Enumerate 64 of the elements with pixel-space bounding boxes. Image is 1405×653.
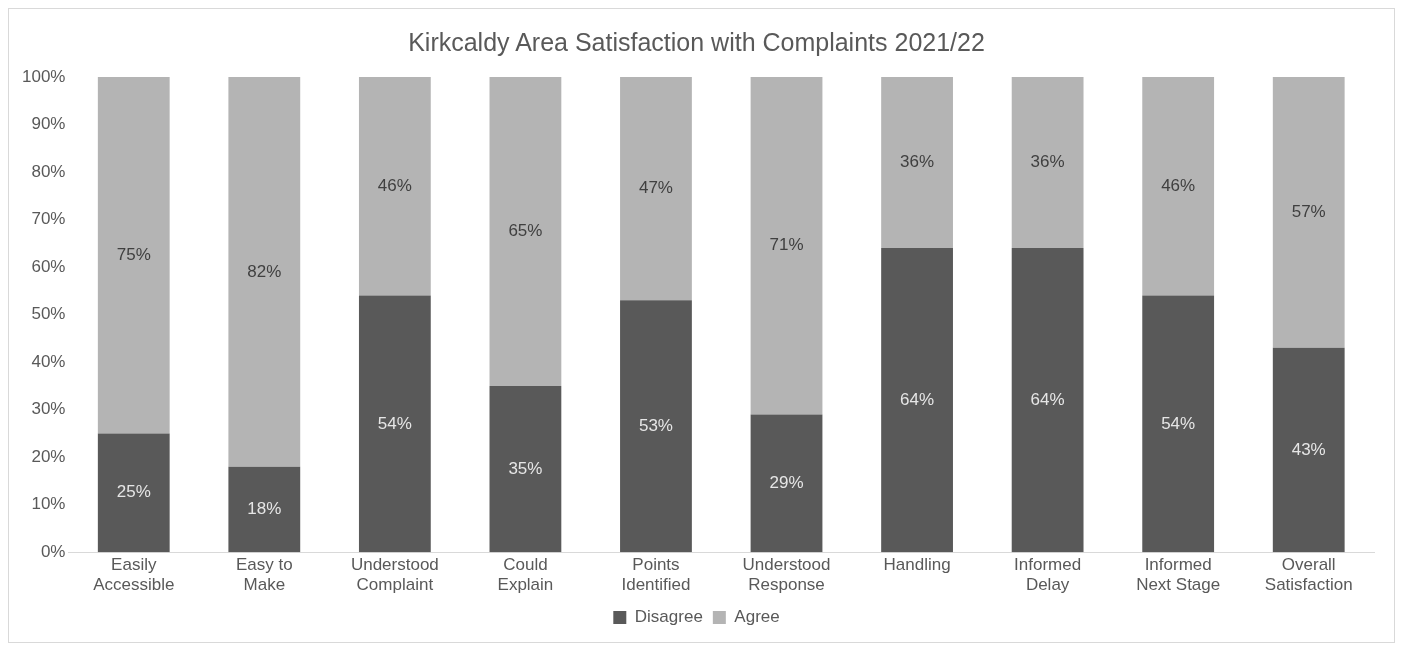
data-label: 47% [638, 178, 673, 198]
bar [1011, 77, 1084, 249]
y-tick-label: 100% [22, 66, 66, 86]
x-tick-label: Understood Response [742, 555, 831, 595]
bar [358, 77, 431, 296]
bar [620, 300, 692, 553]
x-tick-label: Could Explain [497, 555, 554, 595]
y-tick-label: 50% [31, 304, 66, 324]
y-tick-label: 80% [31, 161, 66, 181]
bar [97, 433, 170, 553]
x-tick-label: Easy to Make [235, 555, 293, 595]
bar [1142, 77, 1215, 296]
y-tick-label: 40% [31, 351, 66, 371]
legend-label: Agree [734, 607, 780, 627]
y-tick-label: 10% [31, 494, 66, 514]
chart-title: Kirkcaldy Area Satisfaction with Complaints 2021/22 [408, 27, 985, 56]
data-label: 18% [247, 499, 282, 519]
bar [750, 77, 823, 415]
bar [489, 77, 562, 386]
data-label: 65% [508, 221, 543, 241]
y-tick-label: 90% [31, 114, 66, 134]
bar [1272, 77, 1345, 348]
bar [228, 466, 301, 553]
data-label: 35% [508, 458, 543, 478]
bar [228, 77, 301, 467]
bar [1272, 347, 1345, 553]
bar [881, 248, 953, 553]
x-tick-label: Informed Next Stage [1136, 555, 1221, 595]
bar [881, 77, 953, 249]
data-label: 53% [638, 415, 673, 435]
data-label: 54% [1161, 413, 1196, 433]
data-label: 75% [116, 244, 151, 264]
data-label: 43% [1291, 439, 1326, 459]
bar [97, 77, 170, 434]
data-label: 29% [769, 472, 804, 492]
legend-label: Disagree [634, 607, 703, 627]
x-tick-label: Understood Complaint [350, 555, 439, 595]
bar [620, 77, 692, 301]
x-tick-label: Easily Accessible [93, 555, 175, 595]
data-label: 64% [900, 389, 935, 409]
data-label: 36% [900, 152, 935, 172]
y-tick-label: 60% [31, 256, 66, 276]
data-label: 46% [377, 175, 412, 195]
data-label: 64% [1030, 389, 1065, 409]
bar [489, 385, 562, 553]
y-tick-label: 70% [31, 209, 66, 229]
y-tick-label: 20% [31, 446, 66, 466]
bar [750, 414, 823, 553]
x-tick-label: Points Identified [621, 555, 691, 595]
data-label: 71% [769, 235, 804, 255]
data-label: 54% [377, 413, 412, 433]
data-label: 82% [247, 261, 282, 281]
bar [1142, 295, 1215, 553]
data-label: 46% [1161, 175, 1196, 195]
x-tick-label: Overall Satisfaction [1264, 555, 1353, 595]
data-label: 57% [1291, 202, 1326, 222]
x-tick-label: Informed Delay [1014, 555, 1082, 595]
bar [358, 295, 431, 553]
x-tick-label: Handling [883, 555, 951, 575]
data-label: 25% [116, 482, 151, 502]
bar [1011, 248, 1084, 553]
y-tick-label: 30% [31, 399, 66, 419]
y-tick-label: 0% [40, 541, 66, 561]
data-label: 36% [1030, 152, 1065, 172]
